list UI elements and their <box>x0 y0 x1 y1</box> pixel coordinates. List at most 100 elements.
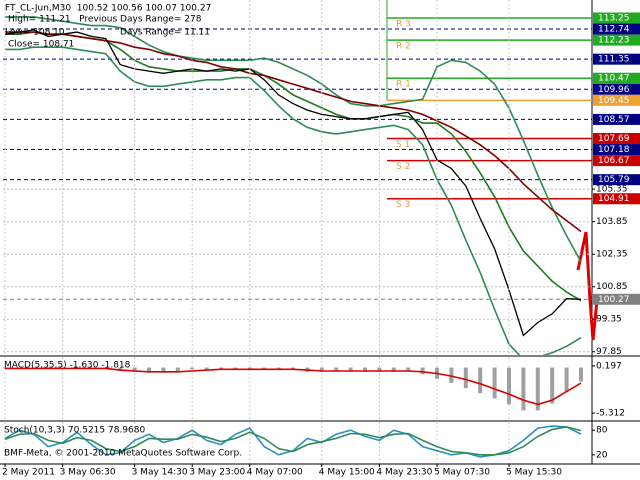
histogram-bar <box>564 367 569 393</box>
level-price-box <box>593 12 640 24</box>
histogram-bar <box>478 367 483 394</box>
level-label: R 2 <box>396 42 411 52</box>
level-price-label: 109.96 <box>598 85 630 95</box>
series-line <box>5 16 582 263</box>
level-price-label: 111.35 <box>598 55 630 65</box>
histogram-bar <box>579 367 583 382</box>
series-line <box>5 31 582 233</box>
histogram-bar <box>276 367 281 370</box>
level-price-label: 104.91 <box>598 194 630 204</box>
histogram-bar <box>550 367 555 404</box>
histogram-bar <box>262 367 267 370</box>
y-tick-label: 99.35 <box>596 315 622 325</box>
y-tick-label: 0.197 <box>596 361 622 371</box>
level-label: S 2 <box>396 162 410 172</box>
x-tick-label: 5 May 15:30 <box>506 468 562 478</box>
level-price-box <box>593 155 640 167</box>
histogram-bar <box>161 367 166 373</box>
annotation: Low= 108.10 <box>5 28 65 38</box>
histogram-bar <box>420 367 425 375</box>
annotation: BMF-Meta, © 2001-2010 MetaQuotes Softwar… <box>4 449 242 459</box>
level-price-label: 100.27 <box>598 295 630 305</box>
y-tick-label: 97.85 <box>596 347 622 357</box>
histogram-bar <box>406 367 411 372</box>
x-tick-label: 3 May 06:30 <box>60 468 116 478</box>
histogram-bar <box>463 367 468 389</box>
y-tick-label: 20 <box>596 450 608 460</box>
panel-title: FT_CL-Jun,M30 100.52 100.56 100.07 100.2… <box>5 4 211 14</box>
y-tick-label: -5.312 <box>596 409 625 419</box>
y-tick-label: 105.35 <box>596 185 628 195</box>
histogram-bar <box>219 367 223 370</box>
level-price-label: 107.18 <box>598 145 630 155</box>
x-tick-label: 4 May 15:00 <box>319 468 375 478</box>
histogram-bar <box>449 367 454 383</box>
histogram-bar <box>247 367 252 370</box>
level-price-box <box>593 72 640 84</box>
level-price-box <box>593 144 640 156</box>
level-price-label: 112.23 <box>598 36 630 46</box>
plot-area <box>4 425 582 458</box>
histogram-bar <box>363 367 367 372</box>
level-price-label: 112.74 <box>598 25 630 35</box>
level-price-box <box>593 132 640 144</box>
y-tick-label: 80 <box>596 426 608 436</box>
level-label: R 1 <box>396 80 411 90</box>
histogram-bar <box>348 367 353 372</box>
x-tick-label: 4 May 23:30 <box>376 468 432 478</box>
level-price-box <box>593 293 640 305</box>
histogram-bar <box>118 367 123 371</box>
panel-title: MACD(5,35,5) -1.630 -1.818 <box>4 361 131 371</box>
histogram-bar <box>233 367 238 370</box>
level-price-box <box>593 113 640 125</box>
histogram-bar <box>319 367 324 372</box>
series-line <box>4 29 582 337</box>
histogram-bar <box>377 367 382 372</box>
annotation: Close= 108.71 <box>8 40 74 50</box>
histogram-bar <box>175 367 180 372</box>
x-tick-label: 4 May 07:00 <box>247 468 303 478</box>
forecast-arrow <box>576 231 599 341</box>
y-tick-label: 103.85 <box>596 217 628 227</box>
level-price-box <box>593 94 640 106</box>
level-price-box <box>593 83 640 95</box>
level-price-label: 113.25 <box>598 13 630 23</box>
x-tick-label: 2 May 2011 <box>2 468 55 478</box>
level-price-box <box>593 34 640 46</box>
histogram-bar <box>334 367 339 372</box>
level-label: S 3 <box>396 200 410 210</box>
y-tick-label: 102.35 <box>596 250 628 260</box>
level-label: S 1 <box>396 140 410 150</box>
histogram-bar <box>521 367 526 411</box>
histogram-bar <box>492 367 497 399</box>
histogram-bar <box>291 367 295 370</box>
level-price-label: 105.79 <box>598 175 630 185</box>
plot-area <box>3 367 583 411</box>
level-price-box <box>593 53 640 65</box>
x-tick-label: 5 May 07:30 <box>434 468 490 478</box>
level-price-label: 110.47 <box>598 74 630 84</box>
histogram-bar <box>507 367 511 405</box>
level-label: R 3 <box>396 19 411 29</box>
histogram-bar <box>132 367 137 372</box>
plot-area <box>3 16 592 355</box>
histogram-bar <box>391 367 396 372</box>
histogram-bar <box>147 367 151 373</box>
level-price-label: 106.67 <box>598 156 630 166</box>
annotation: High= 111.21 Previous Days Range= 278 <box>8 15 202 25</box>
histogram-bar <box>190 367 195 370</box>
level-price-box <box>593 174 640 186</box>
level-price-label: 109.45 <box>598 96 630 106</box>
annotation: Days Range= 11.11 <box>120 28 210 38</box>
level-price-box <box>593 23 640 35</box>
series-line <box>4 426 582 456</box>
y-tick-label: 100.85 <box>596 282 628 292</box>
series-line <box>5 367 582 406</box>
x-tick-label: 3 May 23:00 <box>189 468 245 478</box>
level-price-box <box>593 193 640 205</box>
x-tick-label: 3 May 14:30 <box>132 468 188 478</box>
histogram-bar <box>204 367 209 370</box>
panel-title: Stoch(10,3,3) 70.5215 78.9680 <box>4 426 145 436</box>
